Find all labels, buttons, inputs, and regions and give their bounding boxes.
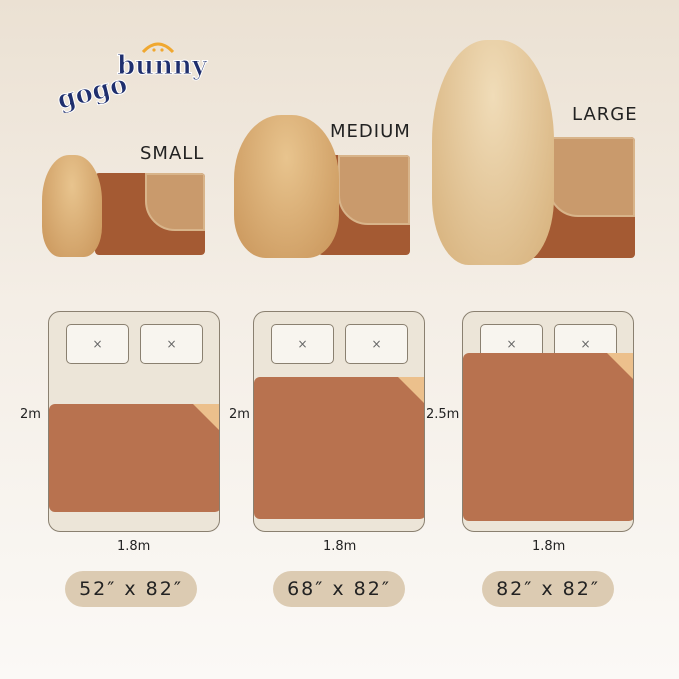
medium-dog-image bbox=[234, 115, 339, 258]
gogobunny-logo: gogo bunny bbox=[55, 42, 208, 113]
pad-overlay bbox=[254, 377, 424, 519]
pillow: × bbox=[271, 324, 334, 364]
bed-diagram-large: × × bbox=[462, 311, 634, 532]
size-label-large: LARGE bbox=[572, 104, 638, 125]
bed-diagram-small: × × bbox=[48, 311, 220, 532]
small-pad-image bbox=[95, 173, 205, 255]
height-label-large: 2.5m bbox=[426, 407, 460, 422]
pad-overlay bbox=[49, 404, 219, 512]
dimension-badge-large: 82″ x 82″ bbox=[482, 571, 614, 607]
bed-diagram-medium: × × bbox=[253, 311, 425, 532]
dimension-badge-medium: 68″ x 82″ bbox=[273, 571, 405, 607]
width-label-small: 1.8m bbox=[117, 539, 151, 554]
size-label-small: SMALL bbox=[140, 143, 205, 164]
large-dog-image bbox=[432, 40, 554, 265]
pillow: × bbox=[66, 324, 129, 364]
svg-text:bunny: bunny bbox=[117, 51, 208, 81]
width-label-large: 1.8m bbox=[532, 539, 566, 554]
width-label-medium: 1.8m bbox=[323, 539, 357, 554]
height-label-small: 2m bbox=[20, 407, 41, 422]
size-label-medium: MEDIUM bbox=[330, 121, 411, 142]
small-dog-image bbox=[42, 155, 102, 257]
pad-overlay bbox=[463, 353, 633, 521]
dimension-badge-small: 52″ x 82″ bbox=[65, 571, 197, 607]
height-label-medium: 2m bbox=[229, 407, 250, 422]
pillow: × bbox=[345, 324, 408, 364]
pillow: × bbox=[140, 324, 203, 364]
